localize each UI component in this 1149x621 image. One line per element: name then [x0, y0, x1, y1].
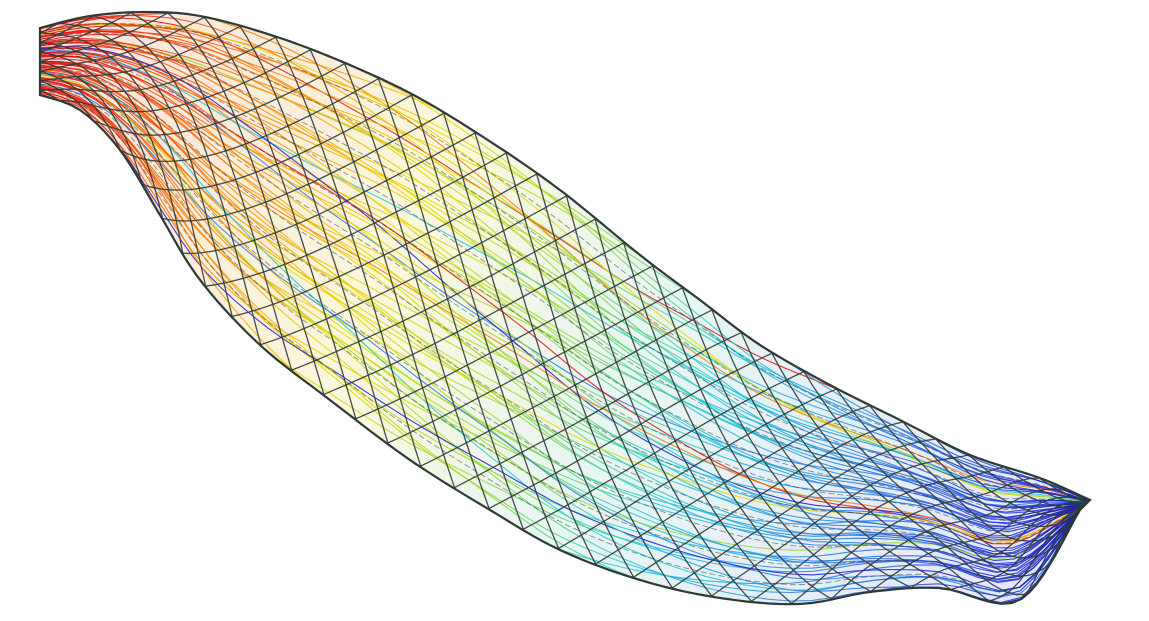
mesh-line [204, 152, 508, 287]
mesh-line [386, 286, 684, 444]
mesh-line [671, 438, 937, 590]
mesh-line [290, 218, 597, 372]
mesh-line [790, 477, 1040, 605]
streamline [40, 86, 1084, 555]
streamline [40, 30, 1090, 501]
streamline [40, 76, 1082, 584]
mesh-line-long [40, 61, 1086, 533]
mesh-line-long [40, 72, 1084, 556]
mesh-line [141, 93, 413, 191]
mesh-line [322, 241, 625, 396]
blade-body [38, 10, 1092, 606]
mesh-line [40, 16, 206, 76]
streamline [40, 23, 1088, 503]
mesh-line [40, 36, 277, 95]
mesh-line [354, 264, 654, 420]
mesh-line [58, 48, 312, 113]
mesh-line [119, 77, 380, 163]
streamline [40, 55, 1087, 508]
mesh-line-long [40, 23, 1090, 502]
mesh-line-long [40, 88, 1082, 593]
streamline [40, 65, 1084, 558]
mesh-line [182, 131, 477, 255]
streamline [40, 75, 1085, 543]
streamline [40, 64, 1085, 555]
mesh-line [40, 12, 132, 56]
streamline [40, 63, 1086, 532]
mesh-line-long [40, 66, 1085, 544]
mesh-line [522, 370, 805, 531]
streamline [40, 45, 1089, 503]
mesh-line [487, 352, 773, 510]
streamline [40, 33, 1087, 509]
streamline [40, 81, 1083, 573]
mesh-line [92, 62, 346, 136]
mesh-line-long [40, 40, 1088, 503]
streamline [40, 39, 1090, 502]
streamline [40, 22, 1090, 501]
streamline [40, 85, 1084, 568]
mesh-line [40, 47, 164, 220]
mesh-grid-cross [40, 12, 1090, 605]
streamline [40, 60, 1086, 539]
mesh-line [40, 55, 144, 186]
mesh-line [231, 173, 538, 318]
blade-edge [38, 10, 1092, 606]
streamline [40, 94, 1082, 592]
streamline [40, 30, 1089, 503]
mesh-line [40, 22, 59, 37]
mesh-line [594, 404, 871, 566]
mesh-line [750, 466, 1005, 603]
mesh-line [40, 86, 61, 102]
mesh-line-long [40, 48, 1087, 510]
streamline [40, 58, 1085, 545]
streamline [40, 74, 1083, 566]
mesh-line [259, 194, 568, 346]
streamline [40, 67, 1083, 574]
mesh-line [161, 112, 445, 222]
mesh-line [632, 421, 904, 579]
mesh-line [419, 309, 713, 468]
mesh-line [909, 500, 1090, 589]
mesh-line [40, 67, 122, 152]
streamline [40, 49, 1088, 507]
streamline [40, 51, 1088, 503]
mesh-line [453, 331, 743, 489]
streamline [40, 62, 1084, 562]
streamline [40, 84, 1082, 594]
streamline [40, 66, 1086, 528]
mesh-line-long [40, 77, 1083, 568]
mesh-line-long [40, 54, 1086, 522]
mesh-line [869, 496, 1090, 593]
streamline [40, 40, 1088, 503]
mesh-line [557, 388, 838, 550]
mesh-line [830, 488, 1075, 601]
mesh-line [710, 454, 970, 598]
streamline [40, 42, 1087, 519]
mesh-line [949, 502, 1088, 591]
streamline [40, 44, 1086, 520]
mesh-line [40, 25, 242, 84]
mesh-line [40, 12, 169, 68]
